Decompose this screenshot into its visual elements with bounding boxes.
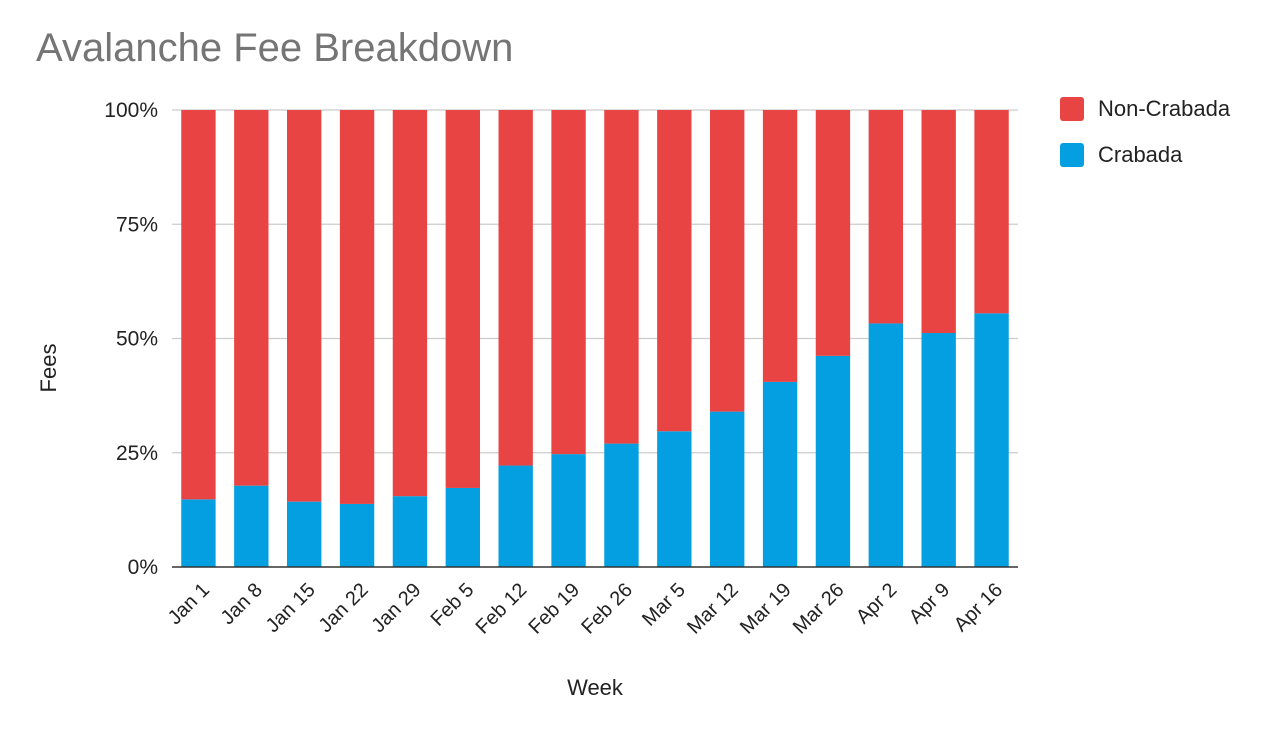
x-axis-label: Week: [567, 675, 624, 700]
bar-non-crabada-feb-26[interactable]: [604, 110, 639, 444]
bar-crabada-mar-19[interactable]: [762, 381, 798, 567]
x-tick-label: Mar 12: [683, 579, 743, 639]
x-tick-label: Feb 19: [525, 579, 585, 639]
bar-non-crabada-jan-15[interactable]: [287, 110, 322, 502]
bar-crabada-mar-12[interactable]: [710, 411, 745, 567]
bar-non-crabada-feb-12[interactable]: [498, 110, 533, 466]
bar-non-crabada-jan-8[interactable]: [234, 110, 269, 486]
bar-crabada-jan-29[interactable]: [392, 496, 428, 567]
bar-crabada-jan-8[interactable]: [234, 485, 269, 567]
bar-crabada-apr-2[interactable]: [868, 323, 903, 567]
y-tick-label: 50%: [116, 328, 158, 351]
x-tick-label: Mar 26: [789, 579, 849, 639]
bar-crabada-feb-12[interactable]: [498, 465, 533, 567]
x-tick-label: Feb 26: [577, 579, 637, 639]
x-tick-label: Jan 22: [315, 579, 373, 637]
bar-crabada-jan-22[interactable]: [339, 503, 375, 567]
bar-crabada-mar-26[interactable]: [815, 355, 851, 567]
bar-crabada-apr-16[interactable]: [974, 313, 1009, 567]
legend-item-non-crabada[interactable]: Non-Crabada: [1060, 94, 1230, 124]
x-tick-label: Jan 15: [262, 579, 320, 637]
legend-swatch-crabada: [1060, 143, 1084, 167]
bar-non-crabada-feb-5[interactable]: [445, 110, 480, 488]
bar-crabada-mar-5[interactable]: [657, 431, 692, 567]
bar-non-crabada-mar-12[interactable]: [710, 110, 745, 412]
bar-crabada-jan-15[interactable]: [287, 501, 322, 567]
bars: [181, 110, 1009, 567]
bar-crabada-jan-1[interactable]: [181, 499, 216, 567]
bar-crabada-feb-26[interactable]: [604, 443, 639, 567]
y-tick-label: 75%: [116, 213, 158, 236]
bar-non-crabada-jan-29[interactable]: [392, 110, 428, 497]
legend-item-crabada[interactable]: Crabada: [1060, 140, 1230, 170]
legend-label-crabada: Crabada: [1098, 142, 1183, 167]
x-tick-label: Apr 16: [950, 579, 1007, 636]
bar-non-crabada-jan-22[interactable]: [339, 110, 375, 504]
x-tick-label: Apr 9: [905, 579, 954, 628]
bar-non-crabada-apr-9[interactable]: [921, 110, 956, 334]
x-tick-label: Jan 29: [367, 579, 425, 637]
chart-title: Avalanche Fee Breakdown: [36, 26, 514, 70]
x-tick-label: Feb 12: [472, 579, 532, 639]
bar-non-crabada-mar-5[interactable]: [657, 110, 692, 432]
bar-crabada-apr-9[interactable]: [921, 333, 956, 567]
bar-non-crabada-mar-19[interactable]: [762, 110, 798, 382]
bar-crabada-feb-19[interactable]: [551, 454, 586, 567]
x-tick-label: Mar 19: [736, 579, 796, 639]
y-tick-label: 25%: [116, 442, 158, 465]
bar-non-crabada-mar-26[interactable]: [815, 110, 851, 356]
x-tick-label: Jan 1: [164, 579, 214, 629]
y-axis-label: Fees: [36, 344, 61, 393]
y-axis-ticks: 0% 25% 50% 75% 100%: [104, 99, 158, 579]
bar-non-crabada-feb-19[interactable]: [551, 110, 586, 455]
bar-non-crabada-jan-1[interactable]: [181, 110, 216, 500]
legend-label-non-crabada: Non-Crabada: [1098, 96, 1231, 121]
legend-swatch-non-crabada: [1060, 97, 1084, 121]
y-tick-label: 0%: [128, 556, 158, 579]
x-tick-label: Apr 2: [852, 579, 901, 628]
legend: Non-Crabada Crabada: [1060, 94, 1230, 186]
bar-crabada-feb-5[interactable]: [445, 487, 480, 567]
bar-non-crabada-apr-16[interactable]: [974, 110, 1009, 314]
y-tick-label: 100%: [104, 99, 158, 122]
bar-non-crabada-apr-2[interactable]: [868, 110, 903, 324]
x-tick-label: Jan 8: [217, 579, 267, 629]
